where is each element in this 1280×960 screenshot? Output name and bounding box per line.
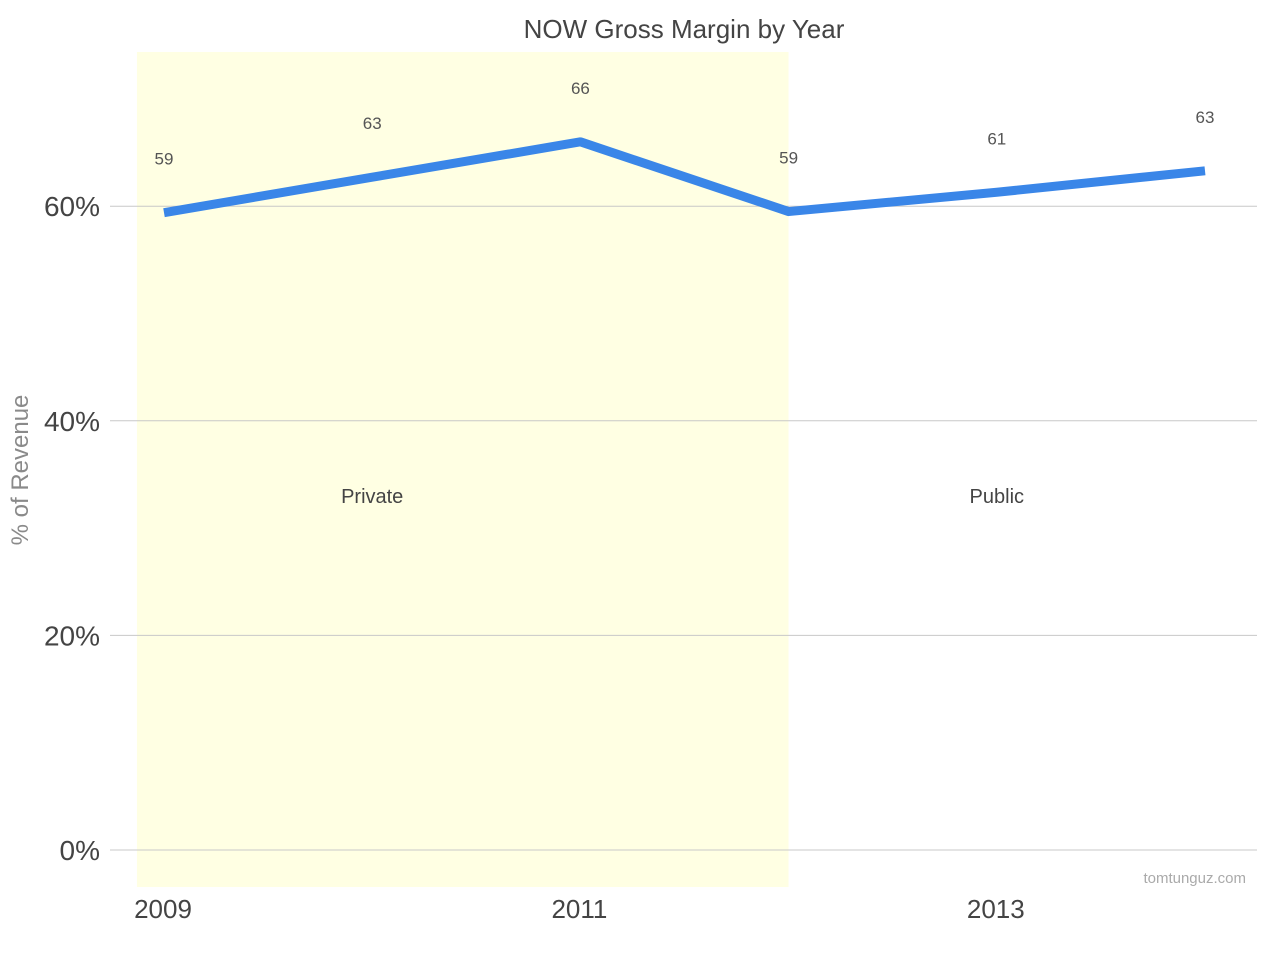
data-labels: 59 63 66 59 61 63 (155, 79, 1215, 169)
x-tick-label: 2009 (134, 894, 192, 924)
y-tick-label: 0% (60, 835, 100, 866)
y-tick-label: 40% (44, 406, 100, 437)
chart-title: NOW Gross Margin by Year (524, 14, 845, 44)
x-tick-label: 2011 (551, 894, 607, 924)
region-band-public (788, 52, 1257, 887)
y-tick-label: 20% (44, 620, 100, 651)
y-axis-ticks: 0% 20% 40% 60% (44, 191, 100, 866)
grid-lines (110, 205, 1257, 851)
series-lines (163, 137, 1206, 218)
series-line (163, 137, 1206, 218)
data-label: 66 (571, 79, 590, 98)
x-tick-label: 2013 (967, 894, 1025, 924)
data-label: 59 (779, 149, 798, 168)
x-axis-ticks: 2009 2011 2013 (134, 894, 1025, 924)
region-label-public: Public (970, 486, 1024, 508)
data-label: 63 (1196, 108, 1215, 127)
y-axis-label: % of Revenue (7, 395, 34, 546)
region-label-private: Private (341, 486, 403, 508)
credit-text: tomtunguz.com (1143, 870, 1246, 887)
data-label: 61 (987, 129, 1006, 148)
y-tick-label: 60% (44, 191, 100, 222)
region-labels: Private Public (341, 486, 1024, 508)
region-band-private (136, 52, 789, 887)
data-label: 59 (155, 150, 174, 169)
data-label: 63 (363, 114, 382, 133)
